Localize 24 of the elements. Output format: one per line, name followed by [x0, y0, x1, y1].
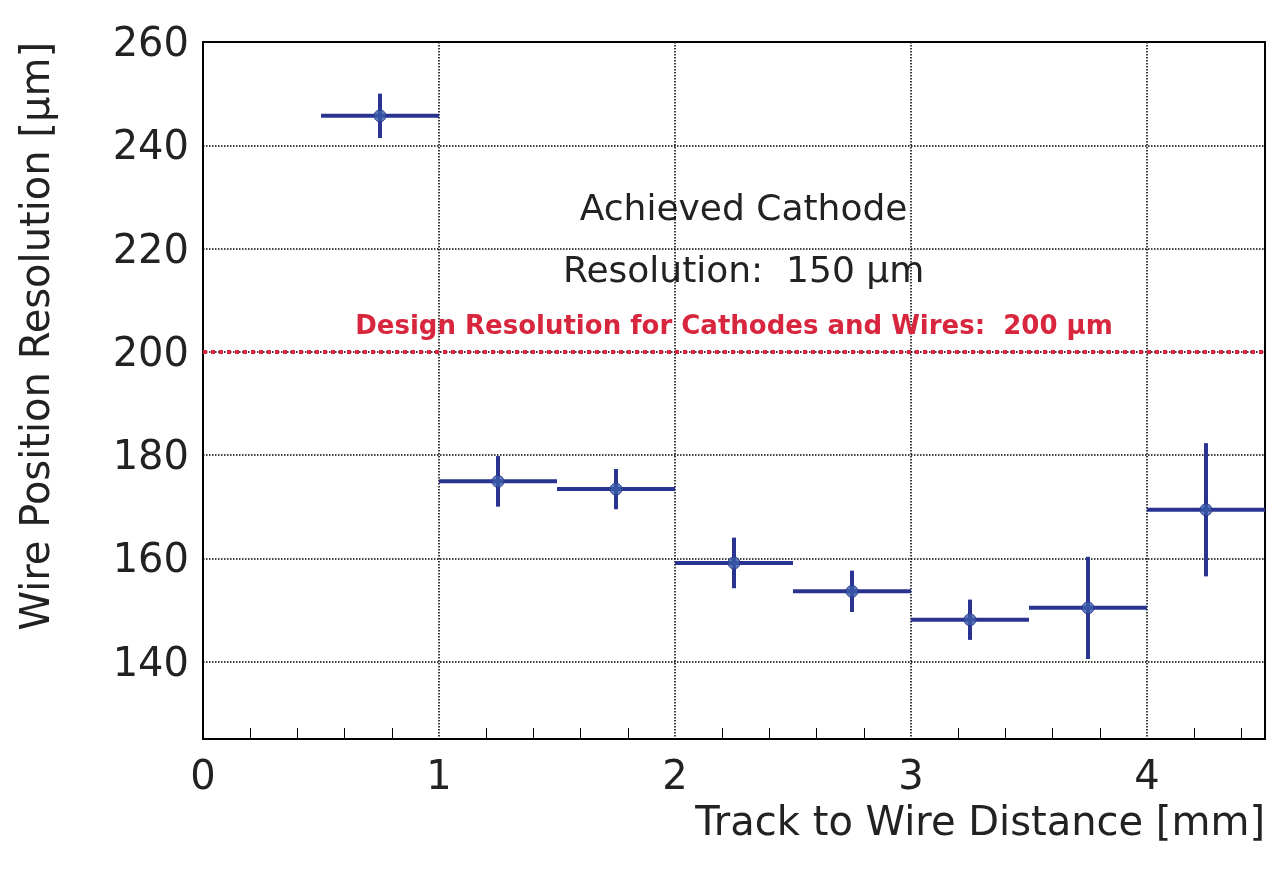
- y-tick-label: 240: [112, 122, 189, 169]
- x-axis-title: Track to Wire Distance [mm]: [694, 798, 1265, 844]
- point: [845, 584, 859, 598]
- x-tick-label: 4: [1134, 752, 1160, 798]
- x-tick-label: 3: [898, 752, 924, 798]
- y-tick-label: 260: [112, 19, 189, 65]
- annotation: Achieved Cathode Resolution: 150 µm: [563, 186, 925, 290]
- point: [727, 556, 741, 570]
- y-tick-label: 180: [112, 432, 189, 479]
- ref-line-label: Design Resolution for Cathodes and Wires: 200 µm: [355, 309, 1113, 340]
- point: [609, 482, 623, 496]
- y-tick-label: 140: [112, 638, 189, 685]
- x-tick-label: 1: [426, 752, 452, 798]
- point: [963, 613, 977, 627]
- x-tick-label: 2: [662, 752, 688, 798]
- y-tick-label: 220: [112, 225, 189, 272]
- point: [491, 474, 505, 488]
- y-axis-title: Wire Position Resolution [µm]: [12, 42, 58, 631]
- y-tick-label: 200: [112, 328, 189, 375]
- y-tick-label: 160: [112, 535, 189, 582]
- point: [1081, 601, 1095, 615]
- point: [1199, 503, 1213, 517]
- point: [373, 109, 387, 123]
- x-tick-label: 0: [190, 752, 216, 798]
